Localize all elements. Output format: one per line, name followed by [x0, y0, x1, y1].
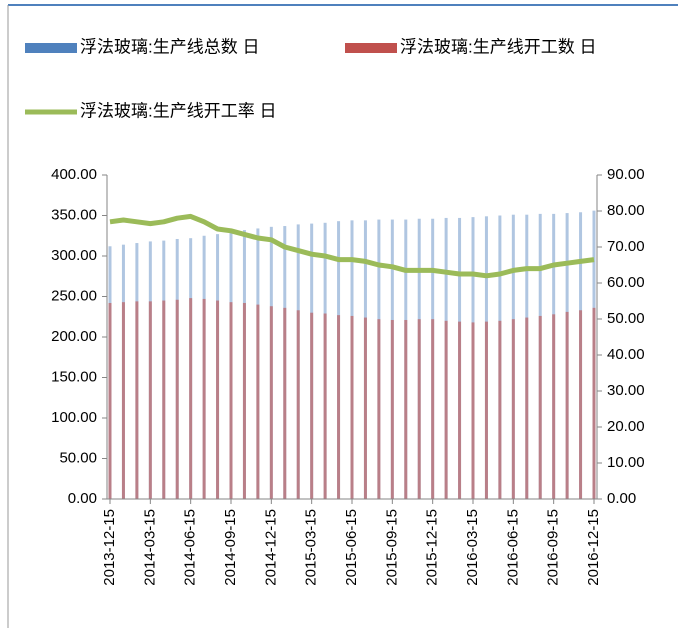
legend-label: 浮法玻璃:生产线开工数 日 [400, 37, 596, 56]
bar [390, 319, 394, 499]
bar [296, 310, 300, 499]
bar [310, 312, 314, 499]
bar [108, 302, 112, 499]
y2-tick-label: 60.00 [607, 274, 645, 291]
bar [162, 300, 166, 499]
bar [350, 315, 354, 499]
bar [121, 302, 125, 499]
bar [525, 317, 529, 499]
bar [404, 319, 408, 499]
x-tick-label: 2015-06-15 [343, 509, 360, 586]
x-tick-label: 2015-12-15 [424, 509, 441, 586]
bar [216, 300, 220, 499]
bar [538, 315, 542, 499]
y2-tick-label: 10.00 [607, 454, 645, 471]
bar [135, 301, 139, 499]
bar [256, 304, 260, 499]
y-tick-label: 150.00 [51, 368, 97, 385]
bar [417, 319, 421, 499]
y2-tick-label: 20.00 [607, 418, 645, 435]
x-tick-label: 2016-12-15 [585, 509, 602, 586]
y2-tick-label: 70.00 [607, 238, 645, 255]
y2-tick-label: 50.00 [607, 310, 645, 327]
bar [484, 321, 488, 499]
bar [471, 322, 475, 499]
y-tick-label: 0.00 [68, 490, 97, 507]
bar [229, 302, 233, 499]
x-tick-label: 2016-09-15 [545, 509, 562, 586]
bar [242, 302, 246, 499]
y2-tick-label: 30.00 [607, 382, 645, 399]
bar [189, 298, 193, 499]
x-tick-label: 2015-09-15 [383, 509, 400, 586]
bar [444, 320, 448, 499]
y-tick-label: 200.00 [51, 328, 97, 345]
bar [592, 307, 596, 499]
y-tick-label: 250.00 [51, 287, 97, 304]
y2-tick-label: 80.00 [607, 202, 645, 219]
bar [175, 299, 179, 499]
legend-label: 浮法玻璃:生产线总数 日 [80, 37, 259, 56]
x-tick-label: 2014-06-15 [182, 509, 199, 586]
x-tick-label: 2015-03-15 [303, 509, 320, 586]
bar [565, 311, 569, 499]
bar [337, 315, 341, 499]
bar [498, 320, 502, 499]
bar [363, 317, 367, 499]
bar [323, 313, 327, 499]
y-tick-label: 400.00 [51, 166, 97, 183]
x-tick-label: 2014-12-15 [262, 509, 279, 586]
line [109, 213, 595, 279]
bar [202, 298, 206, 499]
legend-swatch [345, 43, 397, 53]
x-tick-label: 2016-03-15 [464, 509, 481, 586]
bar [431, 319, 435, 499]
y-tick-label: 100.00 [51, 409, 97, 426]
y-tick-label: 50.00 [59, 449, 97, 466]
legend-label: 浮法玻璃:生产线开工率 日 [80, 101, 276, 120]
bar [511, 319, 515, 499]
x-tick-label: 2014-03-15 [141, 509, 158, 586]
y2-tick-label: 0.00 [607, 490, 636, 507]
y2-tick-label: 90.00 [607, 166, 645, 183]
y-tick-label: 300.00 [51, 247, 97, 264]
x-tick-label: 2016-06-15 [504, 509, 521, 586]
bar [377, 319, 381, 499]
legend-swatch [25, 43, 77, 53]
bar [458, 321, 462, 499]
x-tick-label: 2014-09-15 [222, 509, 239, 586]
bar [148, 301, 152, 499]
bar [269, 306, 273, 499]
bar [552, 314, 556, 499]
y-tick-label: 350.00 [51, 206, 97, 223]
x-tick-label: 2013-12-15 [101, 509, 118, 586]
bar [283, 307, 287, 499]
y2-tick-label: 40.00 [607, 346, 645, 363]
bar [579, 310, 583, 499]
